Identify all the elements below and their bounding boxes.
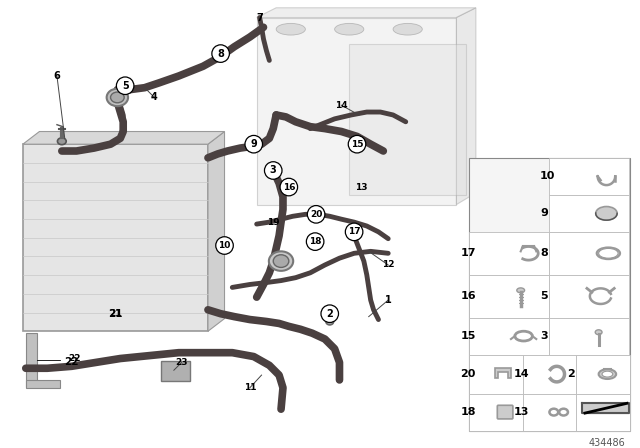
Text: 21: 21 <box>108 309 123 319</box>
Ellipse shape <box>335 23 364 35</box>
Polygon shape <box>23 132 225 144</box>
Text: 5: 5 <box>540 291 548 301</box>
Polygon shape <box>208 132 225 331</box>
Text: 20: 20 <box>310 210 323 219</box>
Polygon shape <box>257 8 476 17</box>
Text: 14: 14 <box>335 101 348 110</box>
FancyBboxPatch shape <box>549 318 629 355</box>
Polygon shape <box>349 44 466 195</box>
FancyBboxPatch shape <box>26 380 60 388</box>
Text: 18: 18 <box>460 407 476 417</box>
Ellipse shape <box>598 369 616 379</box>
Text: 20: 20 <box>460 369 476 379</box>
Ellipse shape <box>595 330 602 335</box>
FancyBboxPatch shape <box>549 232 629 275</box>
Text: 13: 13 <box>514 407 529 417</box>
Ellipse shape <box>107 89 128 106</box>
Ellipse shape <box>393 23 422 35</box>
Circle shape <box>264 162 282 179</box>
Text: 9: 9 <box>540 208 548 218</box>
Ellipse shape <box>273 255 289 267</box>
Text: 18: 18 <box>309 237 321 246</box>
Text: 17: 17 <box>460 248 476 258</box>
Text: 13: 13 <box>355 182 367 192</box>
Text: 22: 22 <box>68 354 81 363</box>
Text: 19: 19 <box>267 218 280 227</box>
FancyBboxPatch shape <box>469 275 549 318</box>
Polygon shape <box>23 144 208 331</box>
Text: 2: 2 <box>326 309 333 319</box>
Text: 8: 8 <box>217 48 224 59</box>
FancyBboxPatch shape <box>469 355 523 394</box>
Text: 15: 15 <box>351 140 364 149</box>
FancyBboxPatch shape <box>549 195 629 232</box>
Ellipse shape <box>269 251 293 271</box>
FancyBboxPatch shape <box>549 275 629 318</box>
Text: 434486: 434486 <box>588 439 625 448</box>
Polygon shape <box>456 8 476 205</box>
FancyBboxPatch shape <box>497 405 513 419</box>
Text: 22: 22 <box>64 358 79 367</box>
Ellipse shape <box>516 288 525 293</box>
FancyBboxPatch shape <box>549 158 629 195</box>
Polygon shape <box>257 17 456 205</box>
FancyBboxPatch shape <box>469 394 523 431</box>
Text: 3: 3 <box>540 331 548 341</box>
Ellipse shape <box>326 318 333 325</box>
Circle shape <box>346 223 363 241</box>
Polygon shape <box>495 368 511 378</box>
Circle shape <box>216 237 234 254</box>
Text: 15: 15 <box>460 331 476 341</box>
FancyBboxPatch shape <box>26 333 38 387</box>
FancyBboxPatch shape <box>161 362 191 381</box>
Ellipse shape <box>596 207 617 220</box>
FancyBboxPatch shape <box>576 394 630 431</box>
Text: 3: 3 <box>270 165 276 176</box>
Polygon shape <box>582 403 629 413</box>
Text: 9: 9 <box>250 139 257 149</box>
FancyBboxPatch shape <box>523 355 576 394</box>
Text: 1: 1 <box>385 295 392 305</box>
Circle shape <box>280 178 298 196</box>
Circle shape <box>348 135 366 153</box>
Text: 14: 14 <box>514 369 529 379</box>
Text: 10: 10 <box>540 171 556 181</box>
Circle shape <box>307 233 324 250</box>
Text: 8: 8 <box>540 248 548 258</box>
FancyBboxPatch shape <box>523 394 576 431</box>
Circle shape <box>321 305 339 323</box>
Text: 16: 16 <box>283 182 295 192</box>
Ellipse shape <box>596 247 620 259</box>
Circle shape <box>245 135 262 153</box>
FancyBboxPatch shape <box>469 318 549 355</box>
FancyBboxPatch shape <box>576 355 630 394</box>
Ellipse shape <box>598 249 618 258</box>
Ellipse shape <box>276 23 305 35</box>
Ellipse shape <box>58 138 66 145</box>
Text: 11: 11 <box>244 383 256 392</box>
Text: 21: 21 <box>109 309 122 318</box>
Circle shape <box>307 206 325 223</box>
Text: 7: 7 <box>256 13 263 22</box>
Text: 5: 5 <box>122 81 129 91</box>
Circle shape <box>116 77 134 95</box>
Circle shape <box>212 45 229 62</box>
Ellipse shape <box>602 371 612 377</box>
Text: 17: 17 <box>348 228 360 237</box>
Text: 6: 6 <box>54 71 60 81</box>
Text: 16: 16 <box>460 291 476 301</box>
FancyBboxPatch shape <box>469 232 549 275</box>
Ellipse shape <box>111 92 124 103</box>
FancyBboxPatch shape <box>469 158 630 431</box>
Text: 12: 12 <box>382 260 394 270</box>
Text: 23: 23 <box>175 358 188 367</box>
Text: 10: 10 <box>218 241 230 250</box>
Text: 4: 4 <box>151 92 157 103</box>
Text: 2: 2 <box>568 369 575 379</box>
